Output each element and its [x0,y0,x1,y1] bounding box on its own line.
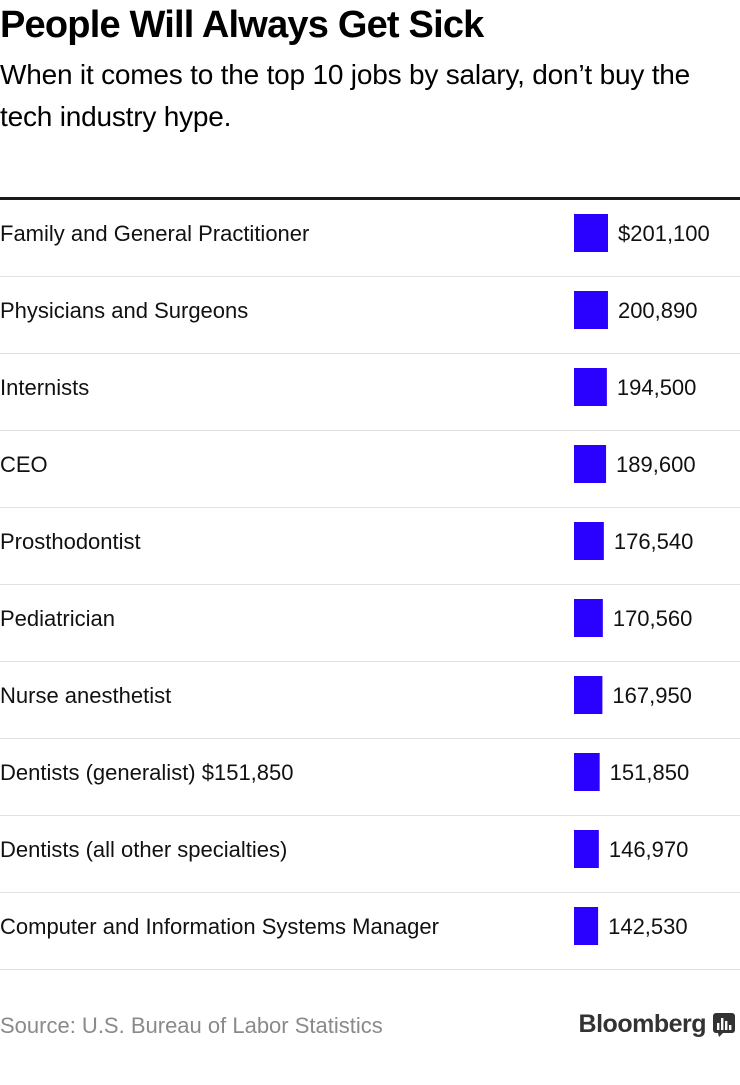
value-label: 194,500 [617,375,697,400]
salary-bar [574,291,608,329]
salary-bar [574,599,603,637]
row-label: Internists [0,375,89,400]
salary-bar [574,214,608,252]
salary-bar [574,445,607,483]
value-label: 142,530 [608,914,688,939]
chart-subtitle: When it comes to the top 10 jobs by sala… [0,59,691,132]
row-label: Dentists (all other specialties) [0,837,287,862]
row-label: Physicians and Surgeons [0,298,248,323]
salary-bar [574,830,599,868]
top-rule [0,197,740,200]
source-note: Source: U.S. Bureau of Labor Statistics [0,1013,383,1038]
row-label: Pediatrician [0,606,115,631]
value-label: 200,890 [618,298,698,323]
salary-bar [574,753,600,791]
salary-bar-chart: Family and General Practitioner $201,100 P… [0,214,740,970]
row-label: CEO [0,452,48,477]
brand-logo: Bloomberg [579,1010,736,1039]
salary-bar [574,676,603,714]
bloomberg-chart-icon [713,1012,735,1037]
value-label: 189,600 [616,452,696,477]
row-label: Nurse anesthetist [0,683,171,708]
salary-bar [574,368,607,406]
value-label: 151,850 [610,760,690,785]
salary-bar [574,907,599,945]
row-label: Computer and Information Systems Manager [0,914,439,939]
value-label: 170,560 [613,606,693,631]
row-label: Dentists (generalist) $151,850 [0,760,294,785]
row-label: Prosthodontist [0,529,141,554]
value-label: 167,950 [612,683,692,708]
salary-bar [574,522,604,560]
value-label: $201,100 [618,221,710,246]
row-label: Family and General Practitioner [0,221,309,246]
value-label: 146,970 [609,837,689,862]
brand-name: Bloomberg [578,1010,707,1038]
chart-title: People Will Always Get Sick [0,4,484,46]
value-label: 176,540 [614,529,694,554]
